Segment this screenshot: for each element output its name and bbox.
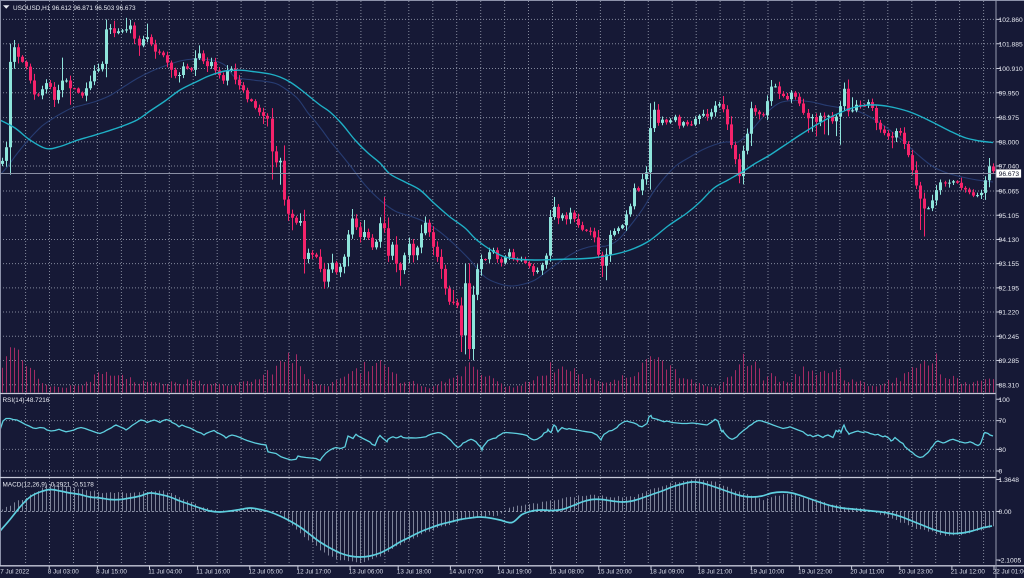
svg-text:1.3648: 1.3648	[999, 477, 1020, 484]
svg-text:MACD(12,26,9) -0.2921 -0.5178: MACD(12,26,9) -0.2921 -0.5178	[3, 482, 95, 489]
svg-text:0.00: 0.00	[999, 509, 1012, 516]
svg-text:13 Jul 06:00: 13 Jul 06:00	[349, 569, 384, 576]
svg-text:102.860: 102.860	[999, 17, 1023, 24]
svg-text:18 Jul 09:00: 18 Jul 09:00	[650, 569, 685, 576]
svg-text:100.910: 100.910	[999, 66, 1023, 73]
svg-text:91.220: 91.220	[999, 310, 1020, 317]
svg-text:13 Jul 18:00: 13 Jul 18:00	[397, 569, 432, 576]
svg-text:8 Jul 03:00: 8 Jul 03:00	[48, 569, 79, 576]
svg-text:-2.1005: -2.1005	[999, 558, 1022, 565]
svg-text:19 Jul 10:00: 19 Jul 10:00	[750, 569, 785, 576]
svg-text:7 Jul 2022: 7 Jul 2022	[0, 569, 30, 576]
svg-text:15 Jul 20:00: 15 Jul 20:00	[598, 569, 633, 576]
svg-text:98.000: 98.000	[999, 140, 1020, 147]
svg-text:96.673: 96.673	[999, 171, 1020, 178]
svg-text:12 Jul 17:00: 12 Jul 17:00	[297, 569, 332, 576]
svg-text:98.975: 98.975	[999, 115, 1020, 122]
svg-text:70: 70	[999, 418, 1007, 425]
svg-text:92.195: 92.195	[999, 286, 1020, 293]
svg-text:11 Jul 04:00: 11 Jul 04:00	[148, 569, 182, 576]
svg-text:88.310: 88.310	[999, 382, 1020, 389]
svg-text:101.885: 101.885	[999, 41, 1023, 48]
svg-text:99.950: 99.950	[999, 90, 1020, 97]
svg-text:0: 0	[999, 469, 1003, 476]
svg-text:RSI(14) 48.7216: RSI(14) 48.7216	[3, 397, 50, 404]
svg-text:18 Jul 21:00: 18 Jul 21:00	[698, 569, 733, 576]
svg-text:20 Jul 11:00: 20 Jul 11:00	[850, 569, 884, 576]
svg-text:8 Jul 15:00: 8 Jul 15:00	[96, 569, 127, 576]
svg-text:12 Jul 05:00: 12 Jul 05:00	[249, 569, 284, 576]
svg-text:93.155: 93.155	[999, 261, 1020, 268]
svg-text:11 Jul 16:00: 11 Jul 16:00	[196, 569, 230, 576]
svg-text:22 Jul 01:00: 22 Jul 01:00	[993, 569, 1024, 576]
svg-text:97.040: 97.040	[999, 164, 1020, 171]
svg-text:90.245: 90.245	[999, 334, 1020, 341]
svg-text:94.130: 94.130	[999, 237, 1020, 244]
svg-text:95.105: 95.105	[999, 213, 1020, 220]
svg-text:14 Jul 19:00: 14 Jul 19:00	[497, 569, 532, 576]
svg-text:30: 30	[999, 447, 1007, 454]
svg-text:USOUSD,H1 96.612 96.871 96.50: USOUSD,H1 96.612 96.871 96.503 96.673	[13, 5, 136, 12]
svg-text:100: 100	[999, 397, 1010, 404]
svg-text:20 Jul 23:00: 20 Jul 23:00	[898, 569, 933, 576]
svg-text:19 Jul 22:00: 19 Jul 22:00	[798, 569, 833, 576]
svg-text:21 Jul 12:00: 21 Jul 12:00	[951, 569, 986, 576]
svg-text:14 Jul 07:00: 14 Jul 07:00	[449, 569, 484, 576]
svg-text:15 Jul 08:00: 15 Jul 08:00	[549, 569, 584, 576]
svg-text:89.285: 89.285	[999, 358, 1020, 365]
svg-text:96.065: 96.065	[999, 189, 1020, 196]
